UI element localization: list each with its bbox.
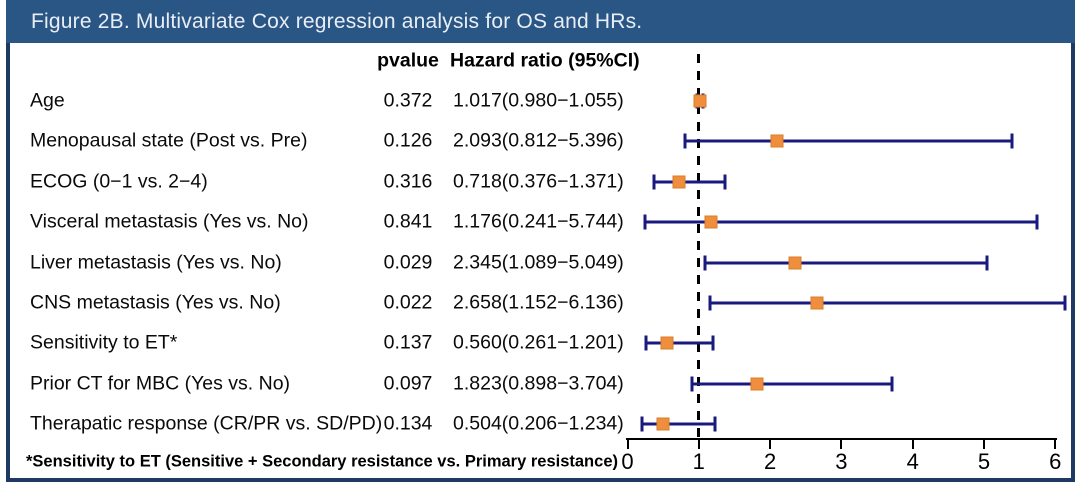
ci-upper-cap <box>1063 295 1067 311</box>
ci-error-bar <box>654 180 726 184</box>
reference-line <box>697 54 701 438</box>
row-hazard-ratio-ci: 0.560(0.261−1.201) <box>453 331 624 354</box>
row-variable-label: Age <box>30 89 65 112</box>
row-variable-label: Prior CT for MBC (Yes vs. No) <box>30 372 291 395</box>
x-axis-tick <box>626 440 629 449</box>
figure-frame <box>6 0 1075 482</box>
ci-error-bar <box>644 220 1038 224</box>
ci-error-bar <box>691 382 892 386</box>
row-pvalue: 0.029 <box>383 251 433 274</box>
column-header-hazard-ratio: Hazard ratio (95%CI) <box>450 49 640 72</box>
row-pvalue: 0.316 <box>383 170 433 193</box>
x-axis-tick <box>769 440 772 449</box>
x-axis-tick-label: 4 <box>906 449 919 474</box>
row-variable-label: Therapatic response (CR/PR vs. SD/PD) <box>30 412 383 435</box>
hazard-ratio-marker <box>770 134 784 148</box>
hazard-ratio-marker <box>693 94 707 108</box>
row-hazard-ratio-ci: 0.718(0.376−1.371) <box>453 170 624 193</box>
ci-lower-cap <box>703 255 707 271</box>
hazard-ratio-marker <box>750 377 764 391</box>
ci-error-bar <box>685 139 1013 143</box>
ci-lower-cap <box>690 376 694 392</box>
ci-lower-cap <box>643 214 647 230</box>
row-pvalue: 0.022 <box>383 291 433 314</box>
x-axis-tick-label: 3 <box>835 449 848 474</box>
x-axis-tick-label: 5 <box>977 449 991 474</box>
x-axis-tick-label: 1 <box>692 449 705 474</box>
ci-upper-cap <box>711 335 715 351</box>
hazard-ratio-marker <box>660 336 674 350</box>
x-axis-tick <box>911 440 914 449</box>
row-hazard-ratio-ci: 0.504(0.206−1.234) <box>453 412 624 435</box>
ci-lower-cap <box>708 295 712 311</box>
row-variable-label: ECOG (0−1 vs. 2−4) <box>30 170 208 193</box>
hazard-ratio-marker <box>672 175 686 189</box>
ci-error-bar <box>642 422 716 426</box>
x-axis-tick-label: 0 <box>621 449 634 474</box>
row-pvalue: 0.097 <box>383 372 433 395</box>
row-hazard-ratio-ci: 2.345(1.089−5.049) <box>453 251 624 274</box>
row-pvalue: 0.372 <box>383 89 433 112</box>
row-hazard-ratio-ci: 1.176(0.241−5.744) <box>453 210 624 233</box>
row-pvalue: 0.841 <box>383 210 433 233</box>
ci-upper-cap <box>1010 133 1014 149</box>
ci-lower-cap <box>644 335 648 351</box>
x-axis-tick <box>1054 440 1057 449</box>
x-axis-line <box>625 438 1058 440</box>
x-axis-tick <box>697 440 700 449</box>
row-variable-label: CNS metastasis (Yes vs. No) <box>30 291 281 314</box>
hazard-ratio-marker <box>810 296 824 310</box>
row-pvalue: 0.137 <box>383 331 433 354</box>
ci-lower-cap <box>640 416 644 432</box>
row-variable-label: Sensitivity to ET* <box>30 331 178 354</box>
hazard-ratio-marker <box>788 256 802 270</box>
x-axis-tick <box>840 440 843 449</box>
row-pvalue: 0.134 <box>383 412 433 435</box>
ci-error-bar <box>646 341 714 345</box>
row-hazard-ratio-ci: 2.658(1.152−6.136) <box>453 291 624 314</box>
figure-footnote: *Sensitivity to ET (Sensitive + Secondar… <box>26 452 618 471</box>
figure-title: Figure 2B. Multivariate Cox regression a… <box>31 9 643 33</box>
x-axis-tick-label: 2 <box>763 449 777 474</box>
ci-upper-cap <box>1035 214 1039 230</box>
row-variable-label: Menopausal state (Post vs. Pre) <box>30 129 308 152</box>
ci-upper-cap <box>723 174 727 190</box>
figure-title-bar: Figure 2B. Multivariate Cox regression a… <box>6 0 1075 43</box>
row-hazard-ratio-ci: 1.017(0.980−1.055) <box>453 89 624 112</box>
ci-upper-cap <box>890 376 894 392</box>
ci-lower-cap <box>652 174 656 190</box>
ci-upper-cap <box>713 416 717 432</box>
row-variable-label: Visceral metastasis (Yes vs. No) <box>30 210 309 233</box>
column-header-pvalue: pvalue <box>377 49 439 72</box>
hazard-ratio-marker <box>656 417 670 431</box>
x-axis-tick <box>983 440 985 449</box>
ci-error-bar <box>705 261 988 265</box>
ci-lower-cap <box>683 133 687 149</box>
ci-upper-cap <box>985 255 989 271</box>
row-pvalue: 0.126 <box>383 129 433 152</box>
row-hazard-ratio-ci: 2.093(0.812−5.396) <box>453 129 624 152</box>
row-hazard-ratio-ci: 1.823(0.898−3.704) <box>453 372 624 395</box>
x-axis-tick-label: 6 <box>1049 449 1062 474</box>
hazard-ratio-marker <box>704 215 718 229</box>
row-variable-label: Liver metastasis (Yes vs. No) <box>30 251 282 274</box>
ci-error-bar <box>709 301 1065 305</box>
